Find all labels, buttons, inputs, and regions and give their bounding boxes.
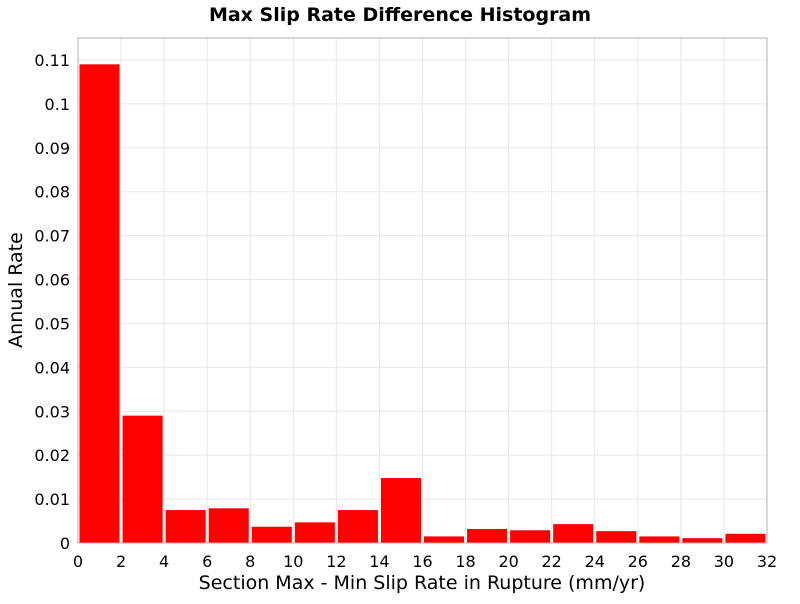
y-tick-labels: 0 0.01 0.02 0.03 0.04 0.05 0.06 0.07 0.08 0.09 0.1…	[34, 51, 70, 553]
x-tick-labels: 0 2 4 6 8 10 12 14 16 18 20 22 24 26 28 30 32	[73, 552, 777, 571]
y-tick-label: 0.05	[34, 314, 70, 333]
y-tick-label: 0.02	[34, 446, 70, 465]
histogram-bar	[639, 536, 680, 543]
y-tick-label: 0.07	[34, 227, 70, 246]
histogram-bar	[596, 531, 637, 543]
y-tick-label: 0.11	[34, 51, 70, 70]
histogram-bar	[510, 530, 551, 543]
histogram-bar	[337, 510, 378, 543]
x-tick-label: 6	[202, 552, 212, 571]
y-tick-label: 0.06	[34, 271, 70, 290]
x-tick-label: 18	[455, 552, 475, 571]
x-tick-label: 20	[498, 552, 518, 571]
histogram-bar	[725, 533, 766, 543]
histogram-bar	[294, 522, 335, 543]
histogram-bar	[380, 478, 421, 543]
x-tick-label: 8	[245, 552, 255, 571]
histogram-bar	[165, 510, 206, 543]
histogram-bar	[553, 524, 594, 543]
x-tick-label: 22	[542, 552, 562, 571]
x-axis-label: Section Max - Min Slip Rate in Rupture (…	[199, 572, 646, 594]
histogram-bar	[467, 528, 508, 543]
histogram-bar	[424, 536, 465, 543]
bar-layer	[79, 64, 766, 543]
grid-layer	[78, 38, 767, 543]
x-tick-label: 12	[326, 552, 346, 571]
x-tick-label: 14	[369, 552, 389, 571]
y-tick-label: 0.08	[34, 183, 70, 202]
x-tick-label: 4	[159, 552, 169, 571]
y-axis-label: Annual Rate	[5, 232, 27, 348]
y-tick-label: 0.01	[34, 490, 70, 509]
histogram-bar	[208, 508, 249, 543]
x-tick-label: 28	[671, 552, 691, 571]
y-tick-label: 0.1	[45, 95, 70, 114]
x-tick-label: 32	[757, 552, 777, 571]
x-tick-label: 26	[628, 552, 648, 571]
y-tick-label: 0	[60, 534, 70, 553]
x-tick-label: 10	[283, 552, 303, 571]
y-tick-label: 0.04	[34, 358, 70, 377]
y-tick-label: 0.03	[34, 402, 70, 421]
chart-title: Max Slip Rate Difference Histogram	[209, 4, 591, 26]
y-tick-label: 0.09	[34, 139, 70, 158]
plot-frame	[77, 37, 768, 544]
x-tick-label: 16	[412, 552, 432, 571]
x-tick-label: 0	[73, 552, 83, 571]
histogram-bar	[251, 526, 292, 543]
histogram-bar	[682, 538, 723, 543]
x-tick-label: 30	[714, 552, 734, 571]
x-tick-label: 2	[116, 552, 126, 571]
histogram-bar	[122, 415, 163, 543]
x-tick-label: 24	[585, 552, 605, 571]
histogram-bar	[79, 64, 120, 543]
